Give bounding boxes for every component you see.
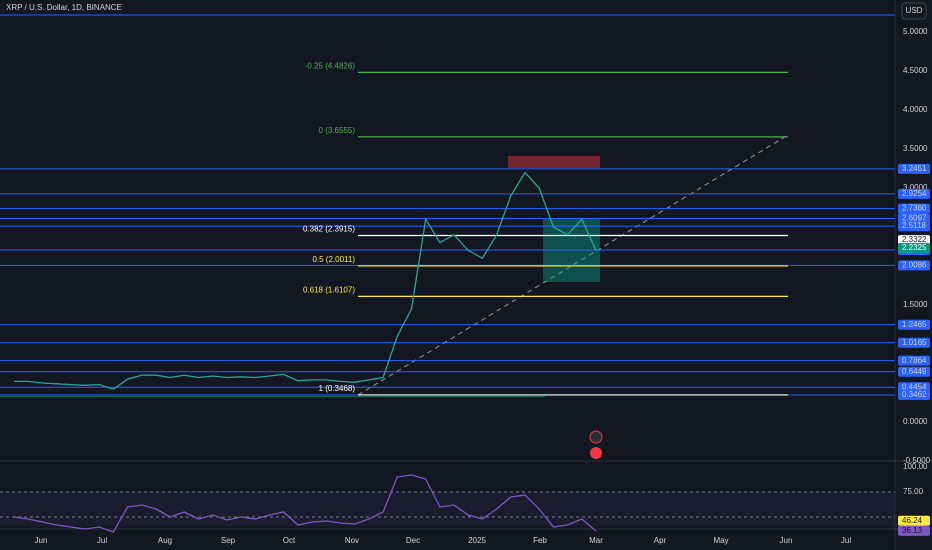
level-label: 0.7864 <box>902 356 927 365</box>
level-label: 0.6449 <box>902 367 927 376</box>
level-label: 3.2451 <box>902 164 927 173</box>
level-label: 2.6097 <box>902 214 927 223</box>
price-tick-label: 5.0000 <box>903 27 928 36</box>
time-label: Aug <box>158 536 172 545</box>
level-label: 2.5118 <box>902 221 926 230</box>
level-box <box>898 260 930 271</box>
time-label: Nov <box>345 536 359 545</box>
level-box <box>898 366 930 377</box>
price-box <box>898 235 930 246</box>
level-label: 2.9254 <box>902 189 927 198</box>
price-tick-label: 4.5000 <box>903 66 928 75</box>
time-label: Apr <box>654 536 667 545</box>
fib-label: 0.618 (1.6107) <box>303 285 355 294</box>
time-label: Jul <box>97 536 107 545</box>
level-box <box>898 382 930 393</box>
currency-button[interactable] <box>901 2 927 20</box>
time-label: Mar <box>589 536 603 545</box>
fib-label: 0.5 (2.0011) <box>312 255 355 264</box>
price-label: 2.3322 <box>902 235 927 244</box>
currency[interactable]: USD <box>906 6 923 15</box>
level-box <box>898 163 930 174</box>
price-label: 2.2325 <box>902 243 927 252</box>
level-box <box>898 337 930 348</box>
time-label: Sep <box>221 536 236 545</box>
time-label: May <box>713 536 728 545</box>
event-icon[interactable] <box>590 447 602 459</box>
price-tick-label: 0.0000 <box>903 417 928 426</box>
trendline <box>357 134 789 396</box>
price-tick-label: 3.0000 <box>903 183 928 192</box>
price-tick-label: 1.5000 <box>903 300 928 309</box>
level-label: 0.3462 <box>902 390 927 399</box>
rsi-label: 46.24 <box>902 516 923 525</box>
time-label: Jul <box>841 536 851 545</box>
rsi-band <box>0 492 895 526</box>
level-box <box>898 213 930 224</box>
price-tick-label: 3.5000 <box>903 144 928 153</box>
level-label: 2.0086 <box>902 260 927 269</box>
level-label: 1.2465 <box>902 320 927 329</box>
fib-label: 1 (0.3468) <box>319 384 356 393</box>
rsi-label: 36.13 <box>902 526 923 535</box>
event-icon[interactable] <box>589 430 603 444</box>
level-label: 2.7360 <box>902 204 927 213</box>
fib-label: -0.25 (4.4826) <box>305 61 356 70</box>
price-trace <box>14 171 597 390</box>
level-box <box>898 188 930 199</box>
level-box <box>898 319 930 330</box>
level-box <box>898 355 930 366</box>
time-label: Feb <box>533 536 547 545</box>
rsi-box <box>898 525 930 536</box>
rsi-box <box>898 515 930 526</box>
price-tick-label: 4.0000 <box>903 105 928 114</box>
time-label: 2025 <box>468 536 486 545</box>
rsi-trace <box>13 474 597 533</box>
level-box <box>898 203 930 214</box>
price-box <box>898 242 930 253</box>
base-band <box>0 396 545 397</box>
rsi-tick-label: 75.00 <box>903 487 924 496</box>
rsi-tick-label: 100.00 <box>903 462 928 471</box>
time-label: Jun <box>780 536 793 545</box>
level-label: 1.0165 <box>902 338 927 347</box>
time-label: Dec <box>406 536 420 545</box>
short-zone <box>508 156 600 168</box>
time-label: Jun <box>35 536 48 545</box>
price-tick-label: -0.5000 <box>903 456 931 465</box>
level-box <box>898 389 930 400</box>
time-label: Oct <box>283 536 296 545</box>
level-box <box>898 221 930 232</box>
level-label: 0.4454 <box>902 382 927 391</box>
fib-label: 0.382 (2.3915) <box>303 225 355 234</box>
fib-label: 0 (3.6555) <box>319 126 356 135</box>
symbol-title: XRP / U.S. Dollar, 1D, BINANCE <box>6 3 122 12</box>
